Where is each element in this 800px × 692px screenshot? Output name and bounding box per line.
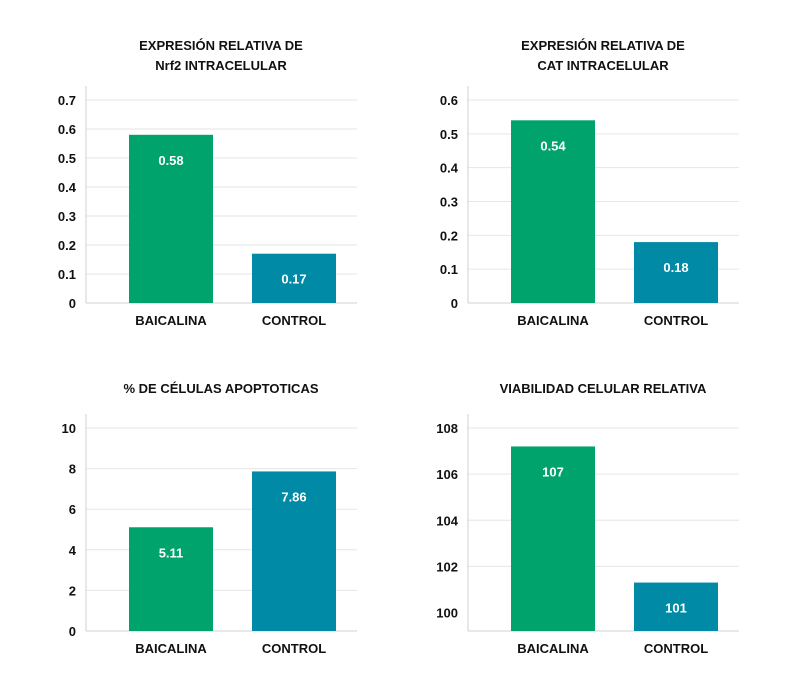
y-tick-label: 0.2 bbox=[58, 238, 76, 253]
y-tick-label: 0.1 bbox=[440, 262, 458, 277]
y-tick-label: 102 bbox=[436, 559, 458, 574]
y-tick-label: 6 bbox=[69, 502, 76, 517]
x-category-label: CONTROL bbox=[262, 313, 326, 328]
y-tick-label: 0.3 bbox=[440, 195, 458, 210]
bar-control bbox=[252, 471, 336, 631]
y-tick-label: 108 bbox=[436, 421, 458, 436]
y-tick-label: 0 bbox=[69, 296, 76, 311]
y-tick-label: 0.4 bbox=[440, 161, 459, 176]
y-tick-label: 0.2 bbox=[440, 228, 458, 243]
bar-baicalina bbox=[511, 446, 595, 631]
y-tick-label: 100 bbox=[436, 606, 458, 621]
x-category-label: BAICALINA bbox=[517, 313, 589, 328]
x-category-label: BAICALINA bbox=[135, 641, 207, 656]
bar-baicalina bbox=[129, 134, 213, 303]
data-label: 5.11 bbox=[159, 545, 184, 560]
y-tick-label: 0 bbox=[69, 624, 76, 639]
y-tick-label: 0 bbox=[451, 296, 458, 311]
data-label: 0.17 bbox=[281, 272, 306, 287]
y-tick-label: 0.5 bbox=[440, 127, 458, 142]
bar-control bbox=[252, 253, 336, 303]
y-tick-label: 4 bbox=[69, 543, 77, 558]
y-tick-label: 0.3 bbox=[58, 209, 76, 224]
chart-title-line-1: VIABILIDAD CELULAR RELATIVA bbox=[500, 381, 707, 396]
chart-title-line-2: Nrf2 INTRACELULAR bbox=[155, 58, 287, 73]
bar-baicalina bbox=[511, 120, 595, 303]
data-label: 0.18 bbox=[663, 260, 688, 275]
chart-panel-2: EXPRESIÓN RELATIVA DE CAT INTRACELULAR 0 0.… bbox=[440, 38, 739, 328]
bar-baicalina bbox=[129, 527, 213, 631]
data-label: 7.86 bbox=[281, 489, 306, 504]
y-tick-label: 104 bbox=[436, 513, 458, 528]
y-tick-label: 0.4 bbox=[58, 180, 77, 195]
bar-control bbox=[634, 582, 718, 631]
y-tick-label: 0.6 bbox=[440, 93, 458, 108]
x-category-label: CONTROL bbox=[644, 641, 708, 656]
chart-title-line-1: EXPRESIÓN RELATIVA DE bbox=[521, 38, 685, 53]
y-tick-label: 0.5 bbox=[58, 151, 76, 166]
y-tick-label: 0.6 bbox=[58, 122, 76, 137]
x-category-label: BAICALINA bbox=[517, 641, 589, 656]
chart-panel-1: EXPRESIÓN RELATIVA DE Nrf2 INTRACELULAR 0 0… bbox=[58, 38, 357, 328]
bar-control bbox=[634, 242, 718, 303]
data-label: 107 bbox=[542, 464, 564, 479]
y-tick-label: 2 bbox=[69, 583, 76, 598]
x-category-label: BAICALINA bbox=[135, 313, 207, 328]
data-label: 0.58 bbox=[158, 153, 183, 168]
chart-panel-4: VIABILIDAD CELULAR RELATIVA 100 102 104 106 1… bbox=[436, 381, 739, 656]
y-tick-label: 0.7 bbox=[58, 93, 76, 108]
chart-title-line-1: EXPRESIÓN RELATIVA DE bbox=[139, 38, 303, 53]
chart-title-line-2: CAT INTRACELULAR bbox=[537, 58, 669, 73]
data-label: 0.54 bbox=[540, 138, 566, 153]
x-category-label: CONTROL bbox=[644, 313, 708, 328]
chart-panel-3: % DE CÉLULAS APOPTOTICAS 0 2 4 6 8 10 5.11 BAICA… bbox=[62, 381, 357, 656]
data-label: 101 bbox=[665, 601, 687, 616]
y-tick-label: 8 bbox=[69, 462, 76, 477]
y-tick-label: 106 bbox=[436, 467, 458, 482]
chart-title-line-1: % DE CÉLULAS APOPTOTICAS bbox=[123, 381, 318, 396]
x-category-label: CONTROL bbox=[262, 641, 326, 656]
y-tick-label: 10 bbox=[62, 421, 76, 436]
y-tick-label: 0.1 bbox=[58, 267, 76, 282]
